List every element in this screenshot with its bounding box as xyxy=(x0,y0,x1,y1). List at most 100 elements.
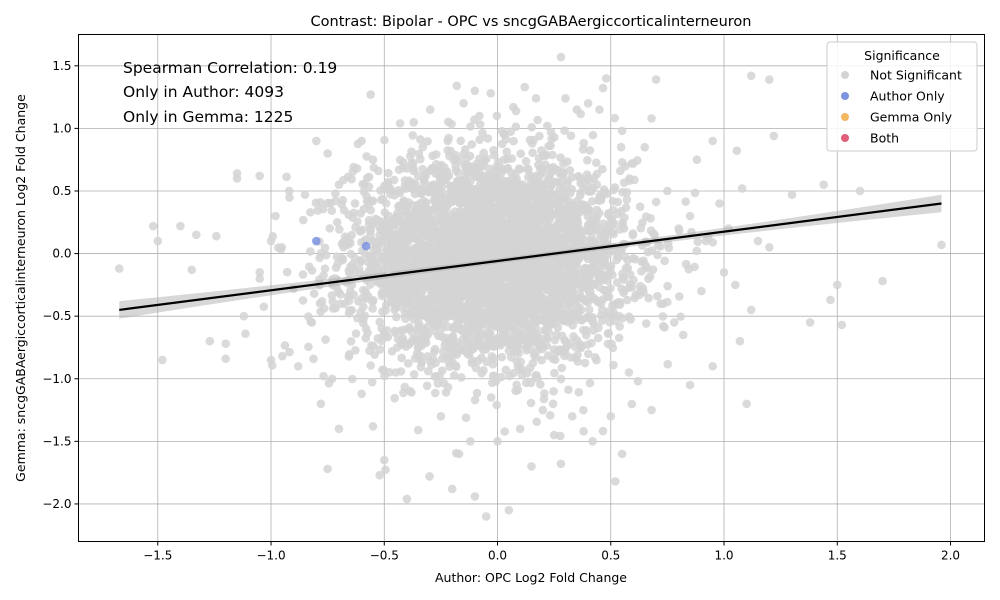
legend-marker-not-significant xyxy=(841,71,849,79)
data-point-not-significant xyxy=(618,272,628,282)
data-point-not-significant xyxy=(539,256,549,265)
data-point-not-significant xyxy=(282,172,291,182)
data-point-not-significant xyxy=(380,231,390,240)
data-point-not-significant xyxy=(346,336,356,346)
data-point-not-significant xyxy=(483,264,493,273)
data-point-not-significant xyxy=(753,236,763,246)
data-point-not-significant xyxy=(461,326,471,335)
data-point-not-significant xyxy=(447,237,456,247)
data-point-not-significant xyxy=(319,371,328,381)
data-point-not-significant xyxy=(473,236,483,245)
data-point-not-significant xyxy=(511,221,521,231)
data-point-not-significant xyxy=(589,238,599,248)
data-point-not-significant xyxy=(378,365,387,375)
data-point-not-significant xyxy=(328,297,337,306)
data-point-not-significant xyxy=(536,185,545,195)
y-tick-label: −1.5 xyxy=(42,434,71,448)
data-point-not-significant xyxy=(282,267,292,277)
data-point-not-significant xyxy=(425,206,435,215)
data-point-not-significant xyxy=(606,214,616,224)
data-point-not-significant xyxy=(402,494,412,504)
data-point-not-significant xyxy=(555,185,564,194)
data-point-not-significant xyxy=(603,339,613,349)
data-point-not-significant xyxy=(548,162,558,172)
data-point-not-significant xyxy=(368,155,378,164)
data-point-not-significant xyxy=(461,413,471,423)
data-point-not-significant xyxy=(390,393,399,403)
data-point-not-significant xyxy=(384,211,394,221)
data-point-not-significant xyxy=(543,222,552,232)
data-point-not-significant xyxy=(451,361,460,370)
data-point-not-significant xyxy=(597,316,607,326)
data-point-not-significant xyxy=(466,437,475,446)
data-point-not-significant xyxy=(411,298,421,308)
data-point-not-significant xyxy=(332,218,342,227)
data-point-not-significant xyxy=(391,368,400,377)
data-point-not-significant xyxy=(572,296,582,305)
data-point-not-significant xyxy=(417,357,426,367)
data-point-not-significant xyxy=(293,361,303,371)
data-point-not-significant xyxy=(565,166,575,175)
data-point-not-significant xyxy=(819,180,828,190)
data-point-not-significant xyxy=(479,148,488,158)
legend-box xyxy=(826,41,978,152)
data-point-not-significant xyxy=(600,255,610,264)
data-point-not-significant xyxy=(521,336,530,345)
data-point-not-significant xyxy=(403,359,413,368)
data-point-not-significant xyxy=(541,313,551,322)
data-point-not-significant xyxy=(367,258,377,267)
data-point-not-significant xyxy=(556,459,566,469)
overlay-layer xyxy=(119,194,942,319)
data-point-not-significant xyxy=(647,405,656,415)
data-point-not-significant xyxy=(681,259,691,269)
data-point-not-significant xyxy=(548,399,558,409)
data-point-not-significant xyxy=(473,356,483,366)
data-point-not-significant xyxy=(640,142,650,152)
data-point-not-significant xyxy=(643,274,653,284)
data-point-not-significant xyxy=(430,388,440,398)
data-point-not-significant xyxy=(408,179,418,189)
data-point-not-significant xyxy=(515,198,524,208)
data-point-not-significant xyxy=(413,171,423,181)
data-point-not-significant xyxy=(580,358,590,368)
data-point-not-significant xyxy=(361,324,371,333)
data-point-not-significant xyxy=(623,256,632,265)
data-point-not-significant xyxy=(621,203,631,212)
data-point-not-significant xyxy=(616,166,625,176)
data-point-not-significant xyxy=(472,274,481,283)
data-point-not-significant xyxy=(375,317,385,327)
data-point-not-significant xyxy=(497,352,507,362)
data-point-not-significant xyxy=(298,270,308,279)
data-point-not-significant xyxy=(499,284,508,294)
x-tick-label: −1.0 xyxy=(256,549,285,563)
data-point-not-significant xyxy=(492,172,502,182)
data-point-not-significant xyxy=(474,248,484,257)
data-point-not-significant xyxy=(513,385,523,395)
data-point-not-significant xyxy=(388,290,398,299)
data-point-not-significant xyxy=(490,309,500,319)
data-point-not-significant xyxy=(590,216,600,225)
data-point-not-significant xyxy=(356,209,365,218)
data-point-not-significant xyxy=(402,296,412,305)
data-point-not-significant xyxy=(546,141,555,150)
data-point-not-significant xyxy=(331,189,340,198)
data-point-not-significant xyxy=(439,171,448,181)
data-point-not-significant xyxy=(394,185,403,195)
data-point-not-significant xyxy=(399,246,409,255)
data-point-not-significant xyxy=(320,243,330,253)
data-point-not-significant xyxy=(373,246,382,256)
data-point-not-significant xyxy=(191,230,201,240)
data-point-not-significant xyxy=(543,333,552,343)
data-point-not-significant xyxy=(549,386,558,396)
data-point-not-significant xyxy=(427,163,437,173)
data-point-not-significant xyxy=(597,305,607,314)
data-point-not-significant xyxy=(266,355,276,365)
data-point-not-significant xyxy=(351,329,361,338)
x-tick-label: 2.0 xyxy=(941,549,960,563)
data-point-not-significant xyxy=(651,75,661,84)
data-point-not-significant xyxy=(334,180,344,190)
data-point-not-significant xyxy=(306,207,315,217)
data-point-not-significant xyxy=(347,174,356,184)
data-point-not-significant xyxy=(304,342,313,352)
data-point-not-significant xyxy=(328,304,338,313)
